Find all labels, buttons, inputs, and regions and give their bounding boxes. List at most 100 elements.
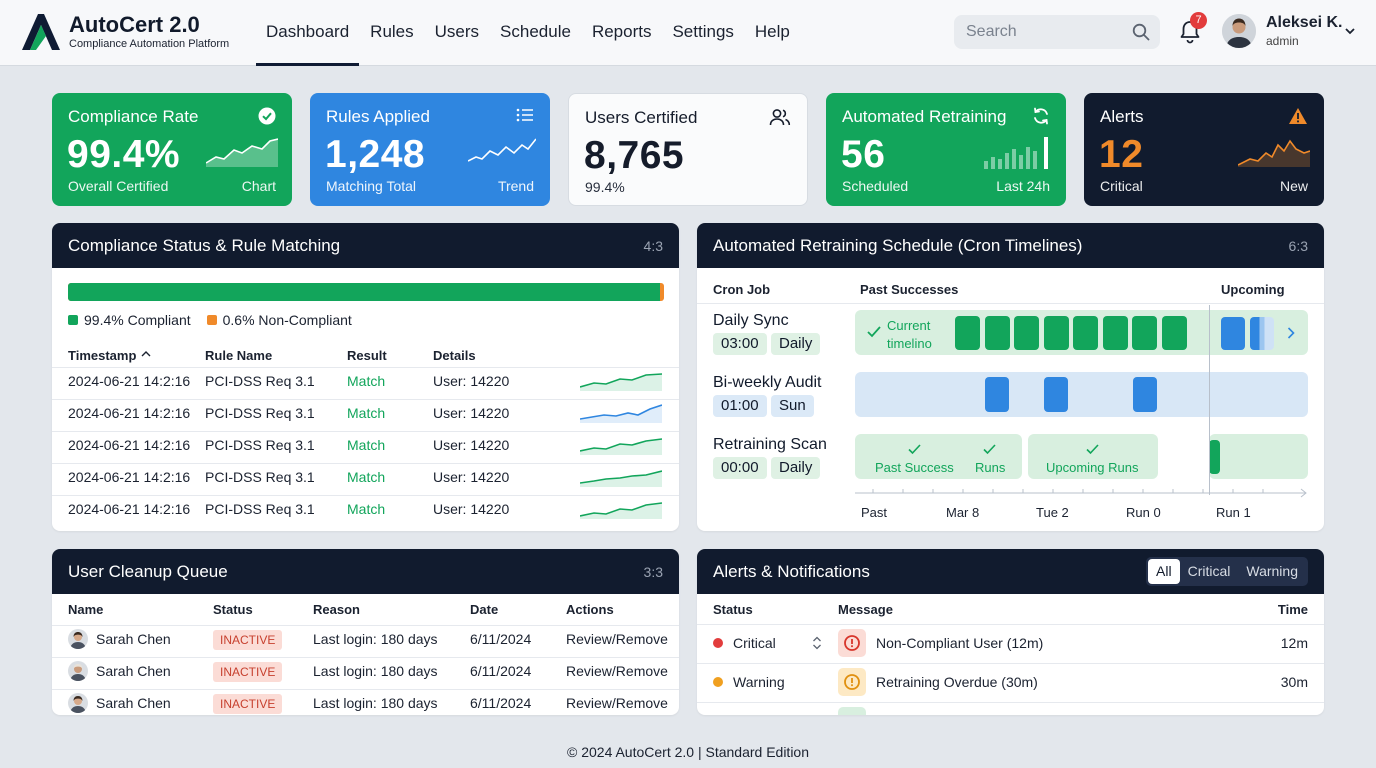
- avatar: [68, 661, 88, 681]
- col-name[interactable]: Name: [68, 602, 104, 617]
- axis-label: Mar 8: [946, 505, 980, 520]
- cell-details: User: 14220: [433, 437, 510, 453]
- chevron-down-icon[interactable]: [1344, 26, 1356, 36]
- col-status[interactable]: Status: [713, 602, 753, 617]
- alert-message[interactable]: Non-Compliant User (12m): [876, 635, 1044, 651]
- audit-run-block[interactable]: [1044, 377, 1068, 412]
- search-icon[interactable]: [1132, 23, 1150, 41]
- warning-alert-icon: [838, 668, 866, 696]
- nav-dashboard[interactable]: Dashboard: [256, 0, 360, 66]
- job-name-retraining-scan[interactable]: Retraining Scan: [713, 436, 827, 453]
- user-name[interactable]: Aleksei K.: [1266, 14, 1343, 31]
- warning-icon: [1289, 108, 1307, 124]
- nav-reports[interactable]: Reports: [591, 22, 652, 41]
- cell-details: User: 14220: [433, 501, 510, 517]
- col-reason[interactable]: Reason: [313, 602, 360, 617]
- upcoming-run-block[interactable]: [1221, 317, 1245, 350]
- col-message[interactable]: Message: [838, 602, 893, 617]
- daily-run-block[interactable]: [1073, 316, 1098, 350]
- daily-run-block[interactable]: [1014, 316, 1039, 350]
- kpi-tag: Last 24h: [996, 178, 1050, 194]
- compliance-legend: 99.4% Compliant 0.6% Non-Compliant: [68, 312, 352, 328]
- warning-status-dot: [713, 677, 723, 687]
- panel-header: User Cleanup Queue 3:3: [52, 549, 679, 594]
- status-badge: INACTIVE: [213, 630, 283, 650]
- daily-run-block[interactable]: [984, 316, 1010, 350]
- cell-details: User: 14220: [433, 405, 510, 421]
- divider: [52, 495, 679, 496]
- col-timestamp[interactable]: Timestamp: [68, 348, 137, 363]
- panel-header: Compliance Status & Rule Matching 4:3: [52, 223, 679, 268]
- daily-run-block[interactable]: [1102, 316, 1128, 350]
- job-freq-chip: Sun: [771, 395, 814, 417]
- check-icon: [908, 444, 921, 455]
- notification-badge: 7: [1190, 12, 1207, 29]
- nav-users[interactable]: Users: [434, 22, 480, 41]
- alert-filter-toggle: All Critical Warning: [1146, 557, 1308, 586]
- sort-up-icon[interactable]: [141, 350, 151, 358]
- col-status[interactable]: Status: [213, 602, 253, 617]
- now-marker-line: [1209, 305, 1210, 495]
- nav-help[interactable]: Help: [754, 22, 790, 41]
- sort-toggle-icon[interactable]: [812, 636, 822, 650]
- col-time[interactable]: Time: [1277, 602, 1308, 617]
- filter-critical[interactable]: Critical: [1187, 563, 1231, 579]
- review-remove-action[interactable]: Review/Remove: [566, 695, 668, 711]
- cell-name: Sarah Chen: [96, 663, 171, 679]
- search-box: [954, 15, 1160, 49]
- cell-result: Match: [347, 501, 386, 517]
- review-remove-action[interactable]: Review/Remove: [566, 631, 668, 647]
- axis-label: Run 0: [1126, 505, 1161, 520]
- audit-run-block[interactable]: [1133, 377, 1157, 412]
- scan-run-block[interactable]: [1209, 440, 1220, 474]
- daily-run-block[interactable]: [1132, 316, 1157, 350]
- cell-rule-name: PCI-DSS Req 3.1: [205, 373, 315, 389]
- audit-run-block[interactable]: [985, 377, 1009, 412]
- kpi-compliance-rate[interactable]: Compliance Rate 99.4% Overall Certified …: [52, 93, 292, 206]
- daily-run-block[interactable]: [1161, 316, 1187, 350]
- divider: [52, 657, 679, 658]
- row-sparkline: [580, 502, 662, 519]
- cell-reason: Last login: 180 days: [313, 631, 438, 647]
- search-input[interactable]: [954, 15, 1124, 49]
- col-date[interactable]: Date: [470, 602, 499, 617]
- kpi-automated-retraining[interactable]: Automated Retraining 56 Scheduled Last 2…: [826, 93, 1066, 206]
- nav-settings[interactable]: Settings: [672, 22, 734, 41]
- upcoming-run-block[interactable]: [1250, 317, 1274, 350]
- past-success-lane: [855, 434, 1022, 479]
- cell-rule-name: PCI-DSS Req 3.1: [205, 501, 315, 517]
- critical-alert-icon: [838, 629, 866, 657]
- col-result[interactable]: Result: [347, 348, 387, 363]
- chevron-right-icon[interactable]: [1287, 327, 1295, 339]
- axis-label: Past: [861, 505, 888, 520]
- legend-swatch-noncompliant: [206, 315, 217, 325]
- cell-reason: Last login: 180 days: [313, 663, 438, 679]
- daily-run-block[interactable]: [955, 316, 980, 350]
- col-actions[interactable]: Actions: [566, 602, 614, 617]
- cell-details: User: 14220: [433, 469, 510, 485]
- job-time-chip: 00:00: [713, 457, 767, 479]
- review-remove-action[interactable]: Review/Remove: [566, 663, 668, 679]
- kpi-rules-applied[interactable]: Rules Applied 1,248 Matching Total Trend: [310, 93, 550, 206]
- user-avatar[interactable]: [1222, 14, 1256, 48]
- autocert-logo[interactable]: [20, 14, 60, 50]
- cell-timestamp: 2024-06-21 14:2:16: [68, 469, 191, 485]
- kpi-users-certified[interactable]: Users Certified 8,765 99.4%: [568, 93, 808, 206]
- cell-details: User: 14220: [433, 373, 510, 389]
- legend-noncompliant: 0.6% Non-Compliant: [222, 312, 352, 328]
- divider: [52, 367, 679, 368]
- filter-warning[interactable]: Warning: [1246, 563, 1298, 579]
- job-name-daily-sync[interactable]: Daily Sync: [713, 312, 789, 329]
- cell-timestamp: 2024-06-21 14:2:16: [68, 437, 191, 453]
- compliance-panel: Compliance Status & Rule Matching 4:3 99…: [52, 223, 679, 531]
- daily-run-block[interactable]: [1043, 316, 1069, 350]
- nav-rules[interactable]: Rules: [370, 22, 414, 41]
- panel-title: Alerts & Notifications: [713, 562, 870, 581]
- kpi-alerts[interactable]: Alerts 12 Critical New: [1084, 93, 1324, 206]
- col-details[interactable]: Details: [433, 348, 476, 363]
- col-rule-name[interactable]: Rule Name: [205, 348, 273, 363]
- filter-all[interactable]: All: [1148, 559, 1180, 584]
- nav-schedule[interactable]: Schedule: [500, 22, 571, 41]
- job-name-biweekly-audit[interactable]: Bi-weekly Audit: [713, 374, 822, 391]
- alert-message[interactable]: Retraining Overdue (30m): [876, 674, 1038, 690]
